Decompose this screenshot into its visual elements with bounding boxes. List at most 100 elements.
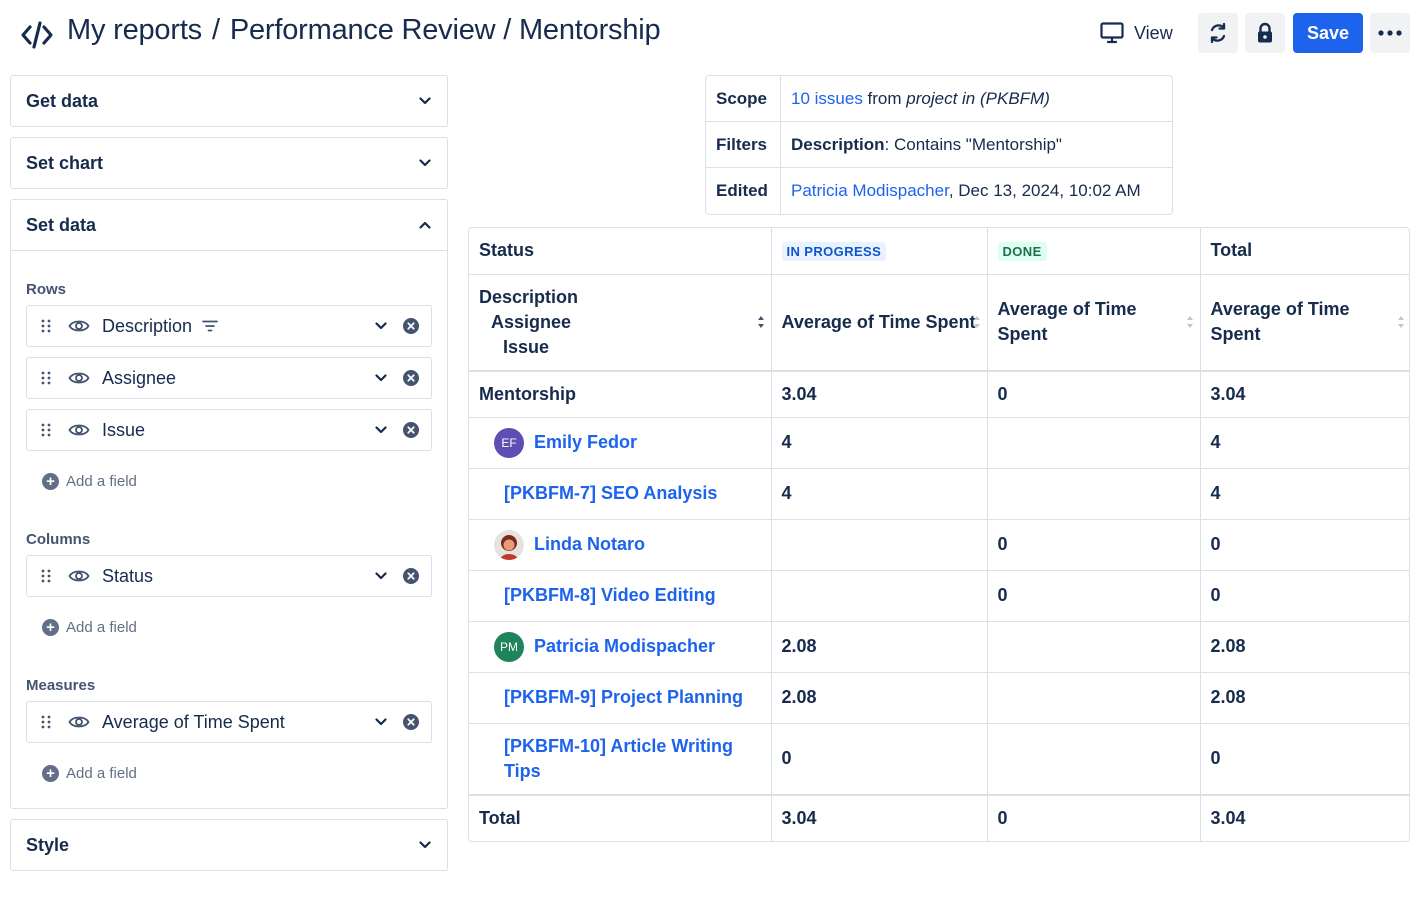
scope-value: 10 issues from project in (PKBFM)	[781, 76, 1050, 121]
issue-link[interactable]: [PKBFM-7] SEO Analysis	[504, 483, 718, 503]
value-total: 3.04	[1200, 371, 1409, 418]
eye-icon[interactable]	[68, 569, 90, 583]
table-row: [PKBFM-10] Article Writing Tips 0 0	[469, 723, 1409, 796]
add-row-field-button[interactable]: + Add a field	[42, 473, 137, 490]
pivot-table: Status IN PROGRESS DONE Total Descriptio…	[468, 227, 1410, 842]
code-logo-icon	[21, 21, 53, 49]
dim-assignee: Assignee	[491, 311, 572, 332]
issues-count-link[interactable]: 10 issues	[791, 89, 863, 108]
avatar	[494, 529, 524, 560]
get-data-header[interactable]: Get data	[11, 76, 447, 126]
row-dimensions-header[interactable]: Description Assignee Issue	[469, 274, 772, 372]
col-header-total: Total	[1200, 228, 1409, 275]
measure-header-in-progress[interactable]: Average of Time Spent	[771, 274, 988, 372]
row-field-issue[interactable]: Issue	[26, 409, 432, 451]
chevron-down-icon[interactable]	[375, 572, 387, 580]
field-label: Issue	[102, 419, 146, 440]
rows-label: Rows	[26, 281, 67, 298]
lock-button[interactable]	[1245, 13, 1285, 53]
plus-icon: +	[42, 473, 59, 490]
view-label: View	[1134, 22, 1173, 43]
sort-icon[interactable]	[973, 315, 981, 329]
set-chart-header[interactable]: Set chart	[11, 138, 447, 188]
sort-icon[interactable]	[1397, 315, 1405, 329]
value-done	[987, 417, 1201, 469]
issue-cell: [PKBFM-7] SEO Analysis	[469, 468, 772, 520]
add-measure-field-button[interactable]: + Add a field	[42, 765, 137, 782]
measure-header-total[interactable]: Average of Time Spent	[1200, 274, 1409, 372]
measure-field-time-spent[interactable]: Average of Time Spent	[26, 701, 432, 743]
breadcrumb-root[interactable]: My reports	[67, 14, 202, 46]
table-row: Mentorship 3.04 0 3.04	[469, 371, 1409, 418]
drag-handle-icon[interactable]	[41, 371, 51, 385]
save-button[interactable]: Save	[1293, 13, 1363, 53]
issue-link[interactable]: [PKBFM-8] Video Editing	[504, 585, 716, 605]
row-field-assignee[interactable]: Assignee	[26, 357, 432, 399]
issue-cell: [PKBFM-8] Video Editing	[469, 570, 772, 622]
drag-handle-icon[interactable]	[41, 319, 51, 333]
value-done	[987, 621, 1201, 673]
remove-icon[interactable]	[403, 568, 419, 584]
issue-link[interactable]: [PKBFM-10] Article Writing Tips	[504, 735, 734, 781]
eye-icon[interactable]	[68, 371, 90, 385]
drag-handle-icon[interactable]	[41, 423, 51, 437]
page-title: Performance Review / Mentorship	[229, 14, 661, 46]
status-lozenge-in-progress: IN PROGRESS	[781, 242, 887, 262]
table-row: PM Patricia Modispacher 2.08 2.08	[469, 621, 1409, 673]
status-header: Status	[469, 228, 772, 275]
chevron-down-icon[interactable]	[375, 374, 387, 382]
chevron-down-icon[interactable]	[375, 426, 387, 434]
measure-header-done[interactable]: Average of Time Spent	[987, 274, 1201, 372]
style-header[interactable]: Style	[11, 820, 447, 870]
drag-handle-icon[interactable]	[41, 715, 51, 729]
column-field-status[interactable]: Status	[26, 555, 432, 597]
assignee-link[interactable]: Patricia Modispacher	[534, 635, 716, 656]
table-row: [PKBFM-7] SEO Analysis 4 4	[469, 468, 1409, 520]
eye-icon[interactable]	[68, 715, 90, 729]
lock-icon	[1258, 22, 1272, 43]
drag-handle-icon[interactable]	[41, 569, 51, 583]
remove-icon[interactable]	[403, 318, 419, 334]
assignee-link[interactable]: Emily Fedor	[534, 431, 638, 452]
sort-icon[interactable]	[757, 315, 765, 329]
total-label: Total	[469, 795, 772, 841]
value-done	[987, 723, 1201, 796]
style-title: Style	[26, 834, 70, 855]
view-button[interactable]: View	[1100, 14, 1173, 52]
value-in-progress	[771, 570, 988, 622]
chevron-down-icon	[419, 159, 431, 167]
value-done	[987, 672, 1201, 724]
issue-link[interactable]: [PKBFM-9] Project Planning	[504, 687, 744, 707]
issue-cell: [PKBFM-9] Project Planning	[469, 672, 772, 724]
sort-icon[interactable]	[1186, 315, 1194, 329]
col-header-in-progress: IN PROGRESS	[771, 228, 988, 275]
field-label: Description	[102, 315, 193, 336]
chevron-down-icon[interactable]	[375, 718, 387, 726]
add-column-field-button[interactable]: + Add a field	[42, 619, 137, 636]
edited-label: Edited	[706, 168, 781, 214]
filter-icon[interactable]	[202, 320, 218, 332]
more-icon	[1378, 30, 1402, 36]
eye-icon[interactable]	[68, 319, 90, 333]
filter-condition: : Contains "Mentorship"	[884, 135, 1062, 154]
editor-link[interactable]: Patricia Modispacher	[791, 181, 949, 200]
set-data-header[interactable]: Set data	[11, 200, 447, 250]
row-dims-sort[interactable]: Description Assignee Issue	[479, 285, 764, 360]
scope-query: project in (PKBFM)	[906, 89, 1050, 108]
field-label: Assignee	[102, 367, 177, 388]
remove-icon[interactable]	[403, 714, 419, 730]
refresh-button[interactable]	[1198, 13, 1238, 53]
assignee-cell: PM Patricia Modispacher	[469, 621, 772, 673]
more-actions-button[interactable]	[1370, 13, 1410, 53]
edited-value: Patricia Modispacher, Dec 13, 2024, 10:0…	[781, 168, 1141, 214]
remove-icon[interactable]	[403, 370, 419, 386]
value-total: 2.08	[1200, 672, 1409, 724]
measures-label: Measures	[26, 677, 96, 694]
columns-label: Columns	[26, 531, 91, 548]
eye-icon[interactable]	[68, 423, 90, 437]
chevron-down-icon[interactable]	[375, 322, 387, 330]
remove-icon[interactable]	[403, 422, 419, 438]
assignee-link[interactable]: Linda Notaro	[534, 533, 645, 554]
set-data-body: Rows Description Assignee Issue	[11, 250, 447, 808]
row-field-description[interactable]: Description	[26, 305, 432, 347]
